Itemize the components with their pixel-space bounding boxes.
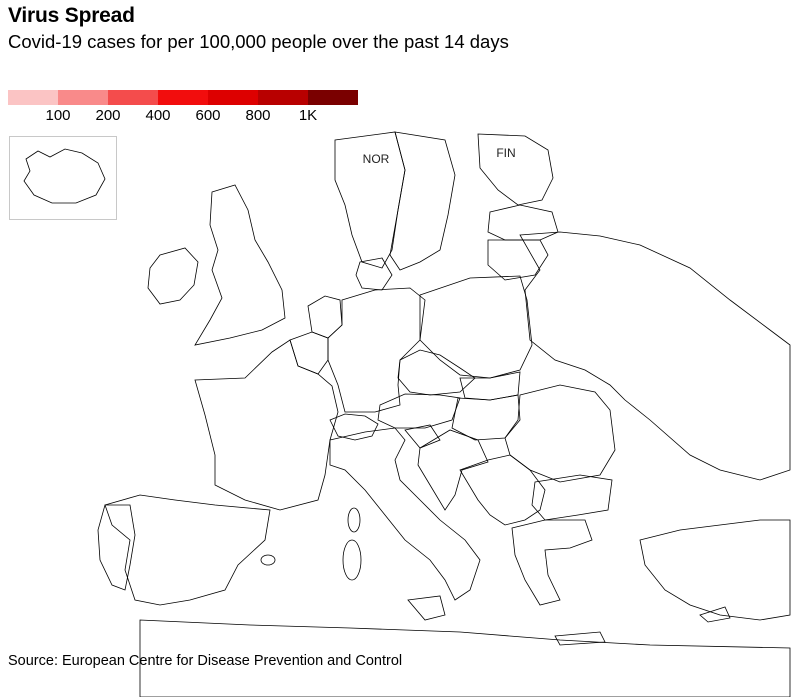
country-ltu [487, 239, 549, 281]
country-lva [487, 204, 559, 241]
legend-swatch-1 [8, 90, 58, 105]
legend-swatch-6 [258, 90, 308, 105]
country-esp [104, 494, 271, 606]
label-fin: FIN [496, 146, 515, 160]
label-nor: NOR [363, 152, 390, 166]
legend-tick-200: 200 [95, 107, 121, 124]
country-fin [477, 133, 554, 206]
label-deu: DEU [357, 337, 382, 351]
legend-swatch-2 [58, 90, 108, 105]
country-irl [147, 247, 199, 305]
country-gbr [194, 184, 286, 346]
region-balkans [459, 454, 546, 526]
island-sardinia [342, 539, 362, 581]
country-hun [451, 394, 521, 441]
legend-tick-1k: 1K [298, 107, 318, 124]
country-grc [511, 519, 593, 606]
label-ita: ITA [375, 459, 394, 473]
color-legend: 100 200 400 600 800 1K [8, 90, 358, 125]
map-subtitle: Covid-19 cases for per 100,000 people ov… [8, 31, 509, 52]
country-cze [397, 349, 476, 396]
region-switzerland [329, 413, 379, 441]
legend-tick-400: 400 [145, 107, 171, 124]
country-isl [23, 148, 106, 204]
island-corsica [347, 507, 361, 533]
iceland-map: ISL [23, 148, 106, 204]
source-note: Source: European Centre for Disease Prev… [8, 653, 403, 669]
country-prt [97, 504, 136, 591]
iceland-inset: ISL [9, 136, 117, 220]
island-sicily [407, 595, 446, 621]
label-isl: ISL [53, 174, 72, 188]
country-deu [327, 287, 426, 413]
label-pol: POL [468, 315, 493, 329]
region-north-africa [139, 619, 791, 697]
legend-swatch-7 [308, 90, 358, 105]
legend-tick-600: 600 [195, 107, 221, 124]
legend-tick-800: 800 [245, 107, 271, 124]
legend-swatch-3 [108, 90, 158, 105]
label-gbr: GBR [237, 297, 264, 311]
map-title: Virus Spread [8, 4, 135, 27]
island-crete [554, 631, 606, 646]
region-turkey [639, 519, 791, 621]
label-cze: CZE [423, 364, 447, 378]
label-fra: FRA [266, 413, 291, 427]
legend-swatch-4 [158, 90, 208, 105]
island-balearic [260, 554, 276, 566]
label-hun: HUN [474, 409, 500, 423]
label-rou: ROU [547, 427, 574, 441]
label-esp: ESP [168, 529, 192, 543]
legend-swatch-5 [208, 90, 258, 105]
country-bel [289, 331, 329, 375]
island-cyprus [699, 606, 731, 623]
label-grc: GRC [520, 555, 547, 569]
legend-tick-100: 100 [45, 107, 71, 124]
label-bgr: BGR [559, 489, 586, 503]
country-ita [329, 427, 481, 601]
label-swe: SWE [411, 159, 438, 173]
country-swe [389, 131, 456, 271]
country-aut [377, 393, 461, 429]
country-nld [307, 295, 343, 339]
country-bgr [531, 474, 613, 521]
region-eastern-europe [519, 231, 791, 481]
country-hrv [417, 429, 489, 511]
label-aut: AUT [416, 404, 441, 418]
country-rou [504, 384, 616, 483]
country-den [355, 257, 393, 291]
country-svn [404, 424, 441, 449]
label-irl: IRL [172, 272, 191, 286]
label-lva: LVA [525, 214, 548, 228]
